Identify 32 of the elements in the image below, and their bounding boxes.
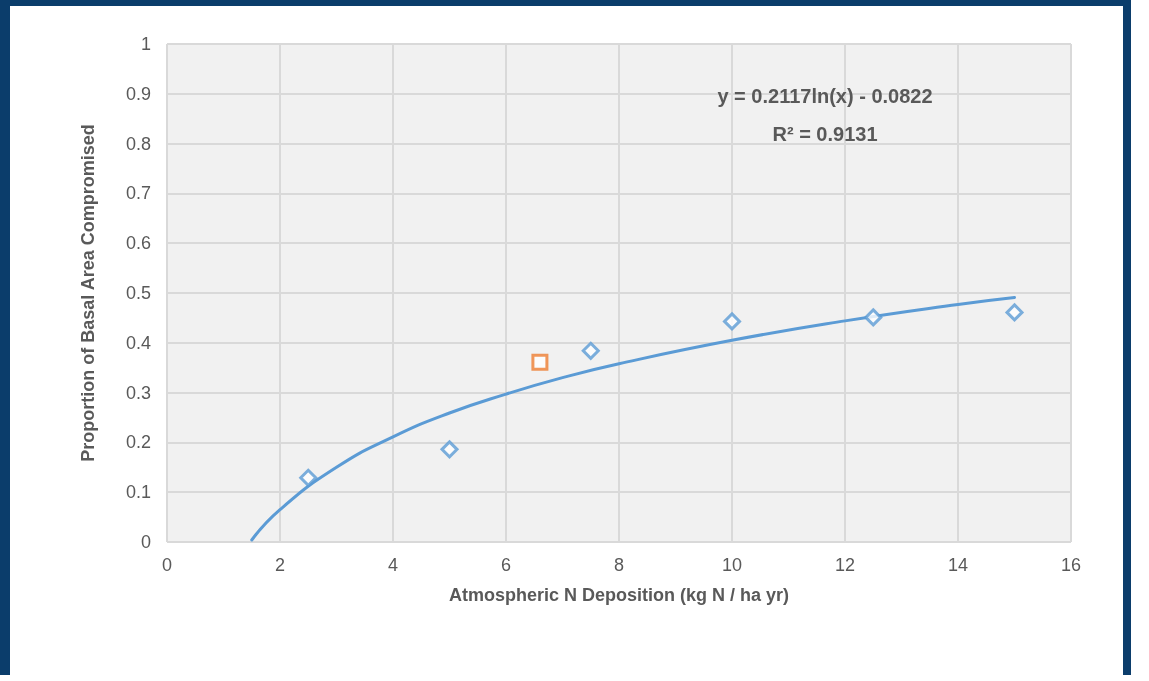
x-tick-label: 4 — [387, 555, 399, 575]
y-tick-label: 0 — [140, 532, 151, 552]
x-tick-label: 6 — [500, 555, 512, 575]
y-tick-label: 0.4 — [125, 332, 151, 353]
y-tick-label: 1 — [140, 34, 151, 54]
point — [299, 468, 318, 487]
x-tick-label: 16 — [1060, 555, 1082, 575]
annotation: R² = 0.9131 — [772, 123, 878, 145]
y-tick-label: 0.2 — [125, 432, 151, 453]
x-tick-label: 10 — [721, 555, 743, 575]
x-tick-label: 14 — [947, 555, 969, 575]
y-tick-label: 0.6 — [125, 233, 151, 254]
line-series — [250, 295, 1016, 542]
x-tick-label: 0 — [161, 555, 173, 575]
x-tick-label: 8 — [613, 555, 625, 575]
y-axis-title: Proportion of Basal Area Compromised — [78, 124, 98, 462]
y-tick-label: 0.5 — [125, 283, 151, 303]
point — [723, 312, 741, 331]
point — [1005, 303, 1024, 322]
x-tick-label: 2 — [274, 555, 286, 575]
y-tick-label: 0.9 — [125, 83, 151, 104]
y-tick-label: 0.7 — [125, 183, 151, 204]
point — [531, 353, 549, 371]
annotation: y = 0.2117ln(x) - 0.0822 — [717, 85, 933, 107]
y-tick-label: 0.1 — [125, 482, 151, 503]
point — [864, 308, 883, 327]
x-tick-label: 12 — [834, 555, 856, 575]
point — [581, 341, 600, 360]
y-tick-label: 0.8 — [125, 133, 151, 154]
point — [440, 440, 459, 459]
y-tick-label: 0.3 — [125, 382, 151, 403]
x-axis-title: Atmospheric N Deposition (kg N / ha yr) — [448, 585, 790, 605]
